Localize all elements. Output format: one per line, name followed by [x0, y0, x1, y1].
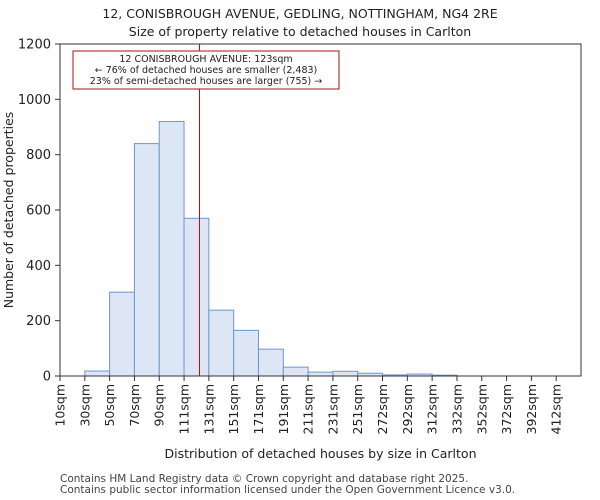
x-tick-label: 372sqm: [499, 384, 514, 434]
bar-151sqm: [233, 329, 259, 377]
x-tick-label: 10sqm: [53, 384, 68, 427]
x-tick-label: 272sqm: [375, 384, 390, 434]
annotation-line-1: 12 CONISBROUGH AVENUE: 123sqm: [119, 54, 292, 65]
x-tick-label: 111sqm: [177, 384, 192, 434]
x-tick-label: 392sqm: [524, 384, 539, 434]
x-tick-label: 332sqm: [449, 384, 464, 434]
x-tick-label: 90sqm: [152, 384, 167, 427]
chart-subtitle: Size of property relative to detached ho…: [128, 24, 472, 39]
bar-30sqm: [84, 370, 111, 377]
bar-211sqm: [307, 371, 334, 377]
y-tick-label: 0: [43, 370, 51, 385]
x-tick-label: 312sqm: [425, 384, 440, 434]
y-tick-label: 200: [26, 314, 51, 329]
y-tick-label: 1000: [18, 93, 51, 108]
annotation-line-2: ← 76% of detached houses are smaller (2,…: [95, 65, 318, 76]
x-tick-label: 131sqm: [201, 384, 216, 434]
x-tick-label: 151sqm: [226, 384, 241, 434]
bar-70sqm: [133, 143, 160, 377]
bar-131sqm: [208, 309, 235, 377]
x-tick-label: 171sqm: [251, 384, 266, 434]
y-tick-label: 800: [26, 148, 51, 163]
bar-191sqm: [282, 366, 309, 377]
y-tick-label: 1200: [18, 38, 51, 53]
y-axis-label: Number of detached properties: [1, 112, 16, 309]
x-tick-label: 50sqm: [102, 384, 117, 427]
bar-90sqm: [158, 120, 185, 377]
x-tick-label: 231sqm: [325, 384, 340, 434]
x-axis-label: Distribution of detached houses by size …: [164, 446, 476, 461]
bar-111sqm: [183, 217, 210, 377]
x-tick-label: 251sqm: [350, 384, 365, 434]
bar-50sqm: [109, 291, 135, 377]
bar-171sqm: [257, 348, 284, 377]
chart-title: 12, CONISBROUGH AVENUE, GEDLING, NOTTING…: [102, 6, 498, 21]
x-tick-label: 211sqm: [301, 384, 316, 434]
footer-line-2: Contains public sector information licen…: [60, 484, 516, 496]
x-tick-label: 352sqm: [474, 384, 489, 434]
x-tick-label: 30sqm: [77, 384, 92, 427]
y-tick-label: 600: [26, 204, 51, 219]
y-tick-label: 400: [26, 259, 51, 274]
x-tick-label: 191sqm: [276, 384, 291, 434]
bar-231sqm: [332, 370, 359, 377]
x-tick-label: 70sqm: [127, 384, 142, 427]
x-tick-label: 412sqm: [549, 384, 564, 434]
annotation-box: [72, 50, 340, 90]
annotation-line-3: 23% of semi-detached houses are larger (…: [90, 76, 323, 87]
x-tick-label: 292sqm: [400, 384, 415, 434]
footer-line-1: Contains HM Land Registry data © Crown c…: [60, 473, 469, 485]
